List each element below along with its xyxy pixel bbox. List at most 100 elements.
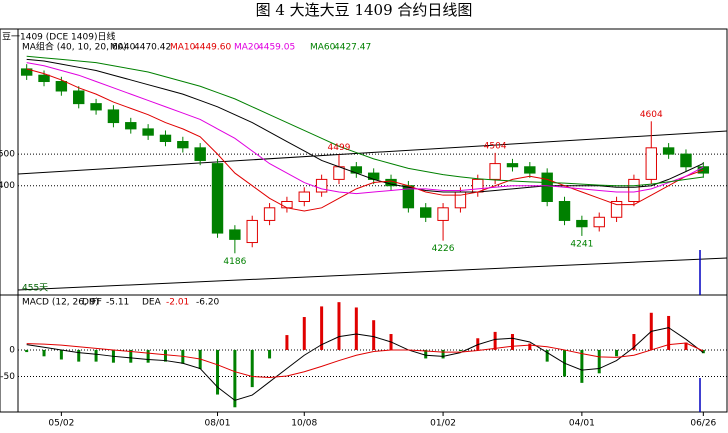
histogram-bar [268,349,272,359]
histogram-bar [302,317,306,350]
histogram-bar [510,334,514,350]
legend-value: -2.01 [166,298,189,308]
candle-body [142,128,154,136]
histogram-bar [493,331,497,350]
histogram-bar [250,349,254,388]
y-tick-label: 0 [9,345,15,355]
histogram-bar [441,349,445,359]
histogram-bar [59,349,63,360]
trend-line [17,257,728,291]
y-tick-label: -50 [0,372,15,382]
histogram-bar [458,349,462,352]
histogram-bar [146,349,150,363]
legend-label: DIFF [82,298,102,308]
candle-body [680,153,692,168]
candle-body [38,74,50,83]
candle-body [593,216,605,228]
legend-label: DEA [142,298,162,308]
histogram-bar [25,349,29,353]
candle-body [697,166,710,174]
y-tick-label: 500 [0,150,15,160]
candle-body [107,109,120,124]
legend-value: 4449.60 [194,43,231,53]
candle-body [177,141,189,149]
candle-body [194,147,206,161]
histogram-bar [545,349,549,362]
histogram-bar [181,349,185,364]
candle-body [489,163,501,180]
annotation: 4499 [328,143,351,153]
legend-value: 4459.05 [258,43,295,53]
histogram-bar [163,349,167,362]
y-tick-label: 400 [0,181,15,191]
histogram-bar [42,349,46,357]
histogram-bar [285,335,289,350]
histogram-bar [476,338,480,350]
annotation: 4226 [432,244,455,254]
candle-body [558,200,571,221]
histogram-bar [684,342,688,350]
histogram-bar [632,334,636,350]
histogram-bar [216,349,220,395]
histogram-bar [94,349,98,362]
x-tick-label: 10/08 [291,419,317,429]
candle-body [541,172,553,202]
candle-body [472,178,484,193]
candle-body [662,147,675,155]
candle-body [610,200,623,218]
legend-value: 4470.42 [134,43,171,53]
histogram-bar [354,307,358,350]
candle-body [246,219,258,244]
histogram-bar [528,343,532,350]
line [26,55,704,187]
annotation: 4186 [223,257,246,267]
candle-body [298,191,310,202]
histogram-bar [372,320,376,350]
legend-label: MA40 [110,43,136,53]
candle-body [281,200,293,209]
x-tick-label: 06/26 [690,419,716,429]
legend-value: 4427.47 [334,43,371,53]
histogram-bar [198,349,202,370]
legend-value: -5.11 [106,298,129,308]
histogram-bar [320,306,324,350]
histogram-bar [615,349,619,357]
line [26,58,704,193]
frame [0,28,728,413]
candle-body [229,229,241,240]
histogram-bar [129,349,133,363]
candle-body [125,122,137,130]
histogram-bar [580,349,584,383]
legend-label: MA10 [170,43,196,53]
candle-body [55,81,68,92]
legend-value: -6.20 [196,298,220,308]
candle-body [333,166,345,180]
line [26,62,704,195]
histogram-bar [667,315,671,350]
line [26,342,704,379]
histogram-bar [597,349,601,374]
histogram-bar [77,349,81,362]
candle-body [576,219,588,228]
line [26,68,704,212]
annotation: 4241 [570,239,593,249]
x-tick-label: 04/01 [569,419,595,429]
chart-title: 豆一1409 (DCE 1409)日线 [2,31,115,43]
trend-line [17,130,728,175]
footnote: 455天 [22,284,48,294]
annotation: 4504 [484,141,507,151]
x-tick-label: 01/02 [430,419,456,429]
candle-body [315,178,328,193]
candle-body [263,207,276,221]
candle-body [437,207,449,221]
x-tick-label: 08/01 [205,419,231,429]
macd-title: MACD (12, 26, 9) [22,298,99,308]
candle-body [420,207,432,218]
annotation: 4604 [640,110,663,120]
legend-label: MA60 [310,43,336,53]
histogram-bar [424,349,428,359]
candle-body [628,178,640,202]
candle-body [506,163,519,168]
candle-body [211,163,224,234]
